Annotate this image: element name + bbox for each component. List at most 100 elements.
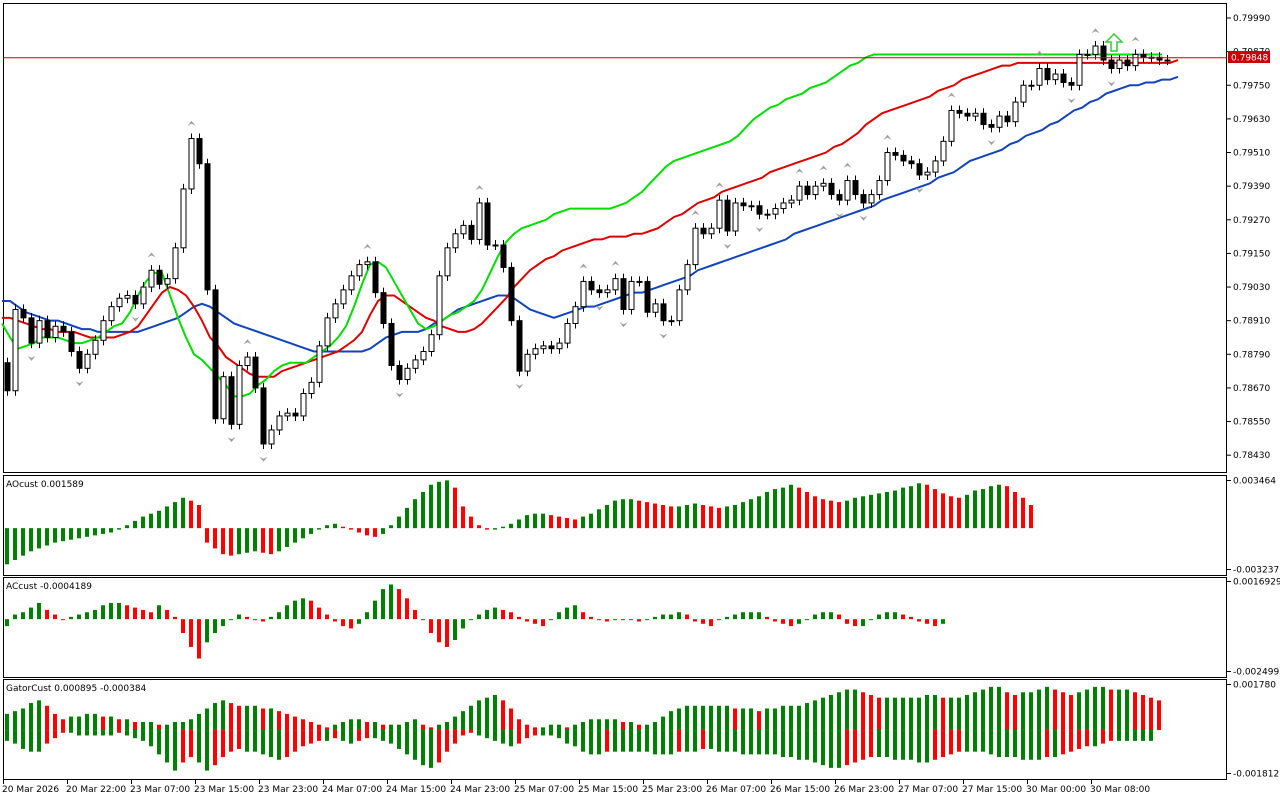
- gator-upper-bar: [165, 724, 169, 731]
- gator-lower-bar: [933, 730, 937, 760]
- fractal-down-icon: [27, 355, 36, 361]
- ao-panel-frame: [3, 475, 1227, 576]
- histogram-bar: [549, 515, 553, 529]
- histogram-bar: [237, 614, 241, 620]
- gator-upper-bar: [757, 711, 761, 731]
- gator-lower-bar: [365, 730, 369, 739]
- fractal-down-icon: [915, 187, 924, 193]
- bear-candle: [956, 109, 963, 114]
- histogram-bar: [93, 609, 97, 620]
- gator-upper-bar: [509, 708, 513, 731]
- bull-candle: [612, 278, 619, 291]
- bull-candle: [668, 320, 675, 323]
- gator-upper-bar: [1013, 694, 1017, 731]
- bull-candle: [820, 182, 827, 187]
- gator-lower-bar: [1093, 730, 1097, 747]
- bear-candle: [1004, 115, 1011, 123]
- bear-candle: [388, 322, 395, 367]
- gator-upper-bar: [469, 705, 473, 731]
- gator-lower-bar: [125, 730, 129, 736]
- histogram-bar: [813, 496, 817, 529]
- gator-upper-bar: [1157, 700, 1161, 731]
- gator-lower-bar: [509, 730, 513, 747]
- price-panel[interactable]: 0.799900.798700.797500.796300.795100.793…: [1, 3, 1270, 473]
- gator-lower-bar: [749, 730, 753, 755]
- bull-candle: [556, 342, 563, 350]
- price-scale-label: 0.78790: [1233, 350, 1270, 360]
- ao-panel[interactable]: AOcust 0.001589 0.003464 -0.003237: [3, 475, 1280, 576]
- gator-lower-bar: [661, 730, 665, 755]
- fractal-up-icon: [691, 210, 700, 216]
- histogram-bar: [285, 528, 289, 547]
- histogram-bar: [461, 619, 465, 629]
- gator-upper-bar: [709, 705, 713, 731]
- histogram-bar: [781, 619, 785, 624]
- gator-lower-bar: [445, 730, 449, 752]
- bull-candle: [716, 199, 723, 229]
- gator-upper-bar: [381, 724, 385, 731]
- bull-candle: [1036, 67, 1043, 86]
- current-price-label: 0.79848: [1231, 54, 1268, 64]
- histogram-bar: [101, 528, 105, 534]
- histogram-bar: [37, 528, 41, 549]
- bear-candle: [212, 289, 219, 420]
- gator-upper-bar: [429, 727, 433, 731]
- histogram-bar: [789, 484, 793, 529]
- histogram-bar: [717, 507, 721, 529]
- bear-candle: [700, 227, 707, 235]
- histogram-bar: [189, 500, 193, 529]
- histogram-bar: [493, 528, 497, 530]
- gator-lower-bar: [1109, 730, 1113, 741]
- gator-upper-bar: [133, 721, 137, 731]
- gator-lower-bar: [565, 730, 569, 744]
- histogram-bar: [421, 619, 425, 621]
- gator-upper-bar: [1149, 697, 1153, 731]
- histogram-bar: [989, 486, 993, 529]
- gator-lower-bar: [485, 730, 489, 739]
- price-scale-label: 0.79270: [1233, 216, 1270, 226]
- bull-candle: [236, 365, 243, 425]
- ac-scale-min: -0.0024995: [1233, 668, 1280, 678]
- bull-candle: [572, 306, 579, 324]
- gator-upper-bar: [605, 719, 609, 731]
- bear-candle: [484, 202, 491, 246]
- price-scale-label: 0.79630: [1233, 115, 1270, 125]
- bear-candle: [396, 365, 403, 381]
- histogram-bar: [717, 619, 721, 621]
- fractal-down-icon: [515, 383, 524, 389]
- histogram-bar: [333, 619, 337, 622]
- histogram-bar: [301, 528, 305, 539]
- histogram-bar: [453, 487, 457, 529]
- histogram-bar: [661, 504, 665, 529]
- histogram-bar: [173, 616, 177, 620]
- bull-candle: [1012, 101, 1019, 123]
- histogram-bar: [253, 528, 257, 552]
- gator-lower-bar: [845, 730, 849, 766]
- bull-candle: [172, 247, 179, 280]
- gator-panel[interactable]: GatorCust 0.000895 -0.000384 0.001780 -0…: [3, 679, 1280, 780]
- gator-upper-bar: [1061, 692, 1065, 731]
- gator-upper-bar: [901, 697, 905, 731]
- histogram-bar: [581, 516, 585, 529]
- gator-upper-bar: [1037, 689, 1041, 731]
- bear-candle: [740, 202, 747, 207]
- gator-lower-bar: [557, 730, 561, 739]
- bear-candle: [596, 289, 603, 294]
- gator-upper-bar: [869, 694, 873, 731]
- gator-upper-bar: [973, 692, 977, 731]
- histogram-bar: [669, 506, 673, 529]
- gator-lower-bar: [981, 730, 985, 752]
- bull-candle: [108, 306, 115, 322]
- bear-candle: [380, 292, 387, 324]
- histogram-bar: [861, 619, 865, 627]
- ac-panel[interactable]: ACcust -0.0004189 0.0016929 -0.0024995: [3, 577, 1280, 678]
- time-axis-label: 24 Mar 07:00: [322, 785, 382, 795]
- time-axis-label: 27 Mar 15:00: [962, 785, 1022, 795]
- bull-candle: [84, 353, 91, 369]
- histogram-bar: [557, 516, 561, 529]
- histogram-bar: [309, 528, 313, 534]
- histogram-bar: [69, 616, 73, 620]
- gator-upper-bar: [845, 689, 849, 731]
- histogram-bar: [509, 612, 513, 620]
